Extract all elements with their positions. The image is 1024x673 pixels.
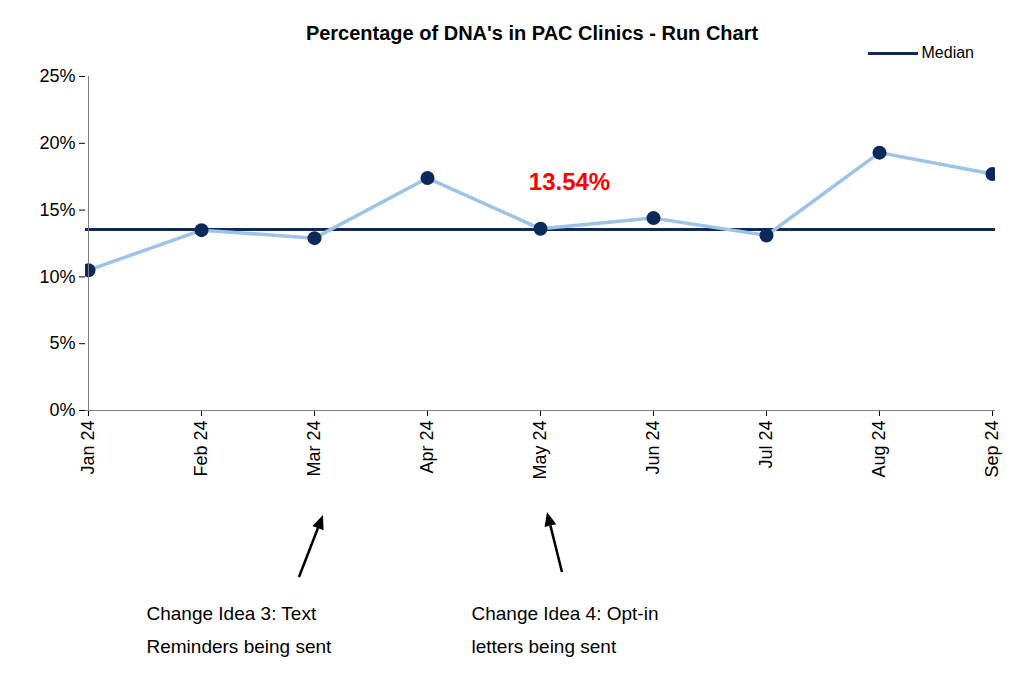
svg-text:Aug 24: Aug 24 [869,421,889,478]
svg-text:Jan 24: Jan 24 [78,421,98,475]
svg-text:0%: 0% [49,400,75,420]
svg-text:13.54%: 13.54% [529,168,610,195]
svg-text:20%: 20% [39,133,75,153]
svg-text:10%: 10% [39,267,75,287]
svg-text:Feb 24: Feb 24 [191,421,211,477]
svg-text:25%: 25% [39,66,75,86]
svg-text:Mar 24: Mar 24 [304,421,324,477]
html-text:Median: Median [921,44,974,61]
svg-text:Change Idea 4: Opt-inletters b: Change Idea 4: Opt-inletters being sent [472,603,659,657]
svg-text:Sep 24: Sep 24 [982,421,1002,478]
svg-text:Jul 24: Jul 24 [756,421,776,469]
svg-text:Change Idea 3: TextReminders b: Change Idea 3: TextReminders being sent [147,603,333,657]
svg-text:5%: 5% [49,333,75,353]
html-text:Percentage of DNA's in PAC Cli: Percentage of DNA's in PAC Clinics - Run… [305,22,759,44]
svg-text:May 24: May 24 [530,421,550,480]
svg-text:15%: 15% [39,200,75,220]
svg-text:Jun 24: Jun 24 [643,421,663,475]
svg-text:Apr 24: Apr 24 [417,421,437,474]
